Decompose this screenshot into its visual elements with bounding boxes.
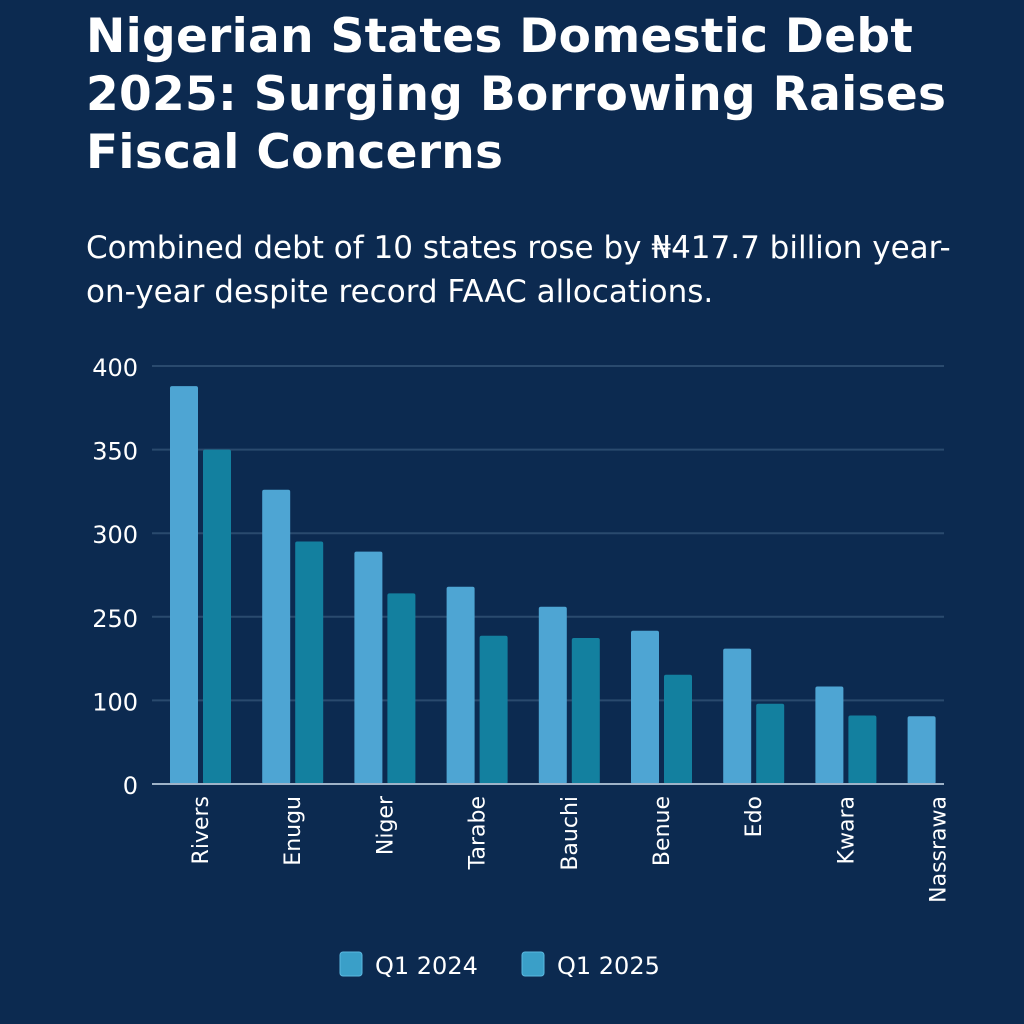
bar-q1-2024-edo bbox=[723, 648, 752, 784]
x-tick-label: Enugu bbox=[281, 796, 306, 866]
legend-swatch bbox=[521, 951, 545, 977]
bar-q1-2024-enugu bbox=[262, 489, 291, 784]
bar-q1-2025-tarabe bbox=[479, 635, 508, 784]
bar-q1-2025-bauchi bbox=[571, 637, 600, 784]
y-tick-label: 400 bbox=[92, 354, 138, 382]
chart-title: Nigerian States Domestic Debt 2025: Surg… bbox=[86, 9, 947, 180]
bar-q1-2024-bauchi bbox=[538, 606, 567, 784]
legend-swatch bbox=[339, 951, 363, 977]
bar-q1-2024-rivers bbox=[170, 386, 198, 784]
x-tick-label: Tarabe bbox=[466, 796, 491, 870]
legend-label: Q1 2025 bbox=[557, 952, 660, 980]
y-tick-label: 0 bbox=[123, 772, 138, 800]
bar-q1-2025-niger bbox=[387, 593, 416, 784]
y-tick-label: 300 bbox=[92, 521, 138, 549]
y-tick-label: 250 bbox=[92, 605, 138, 633]
bar-q1-2025-rivers bbox=[203, 449, 231, 784]
x-tick-label: Benue bbox=[650, 796, 675, 866]
legend-label: Q1 2024 bbox=[375, 952, 478, 980]
bar-q1-2024-nassrawa bbox=[907, 716, 936, 784]
y-tick-label: 100 bbox=[92, 688, 138, 716]
bar-q1-2025-enugu bbox=[295, 541, 324, 784]
bar-q1-2024-niger bbox=[354, 551, 383, 784]
bar-q1-2024-benue bbox=[631, 630, 659, 784]
chart-subtitle: Combined debt of 10 states rose by ₦417.… bbox=[86, 230, 951, 310]
x-tick-label: Nassrawa bbox=[927, 796, 952, 903]
x-tick-label: Rivers bbox=[189, 796, 214, 864]
x-tick-label: Niger bbox=[373, 795, 398, 855]
bar-q1-2025-kwara bbox=[848, 715, 877, 784]
x-tick-label: Edo bbox=[742, 796, 767, 837]
bar-q1-2025-edo bbox=[756, 703, 785, 784]
y-tick-label: 350 bbox=[92, 438, 138, 466]
bar-q1-2025-benue bbox=[664, 674, 692, 784]
bar-q1-2024-kwara bbox=[815, 686, 844, 784]
x-tick-label: Kwara bbox=[834, 796, 859, 864]
bar-q1-2024-tarabe bbox=[446, 586, 475, 784]
x-tick-label: Bauchi bbox=[558, 796, 583, 871]
